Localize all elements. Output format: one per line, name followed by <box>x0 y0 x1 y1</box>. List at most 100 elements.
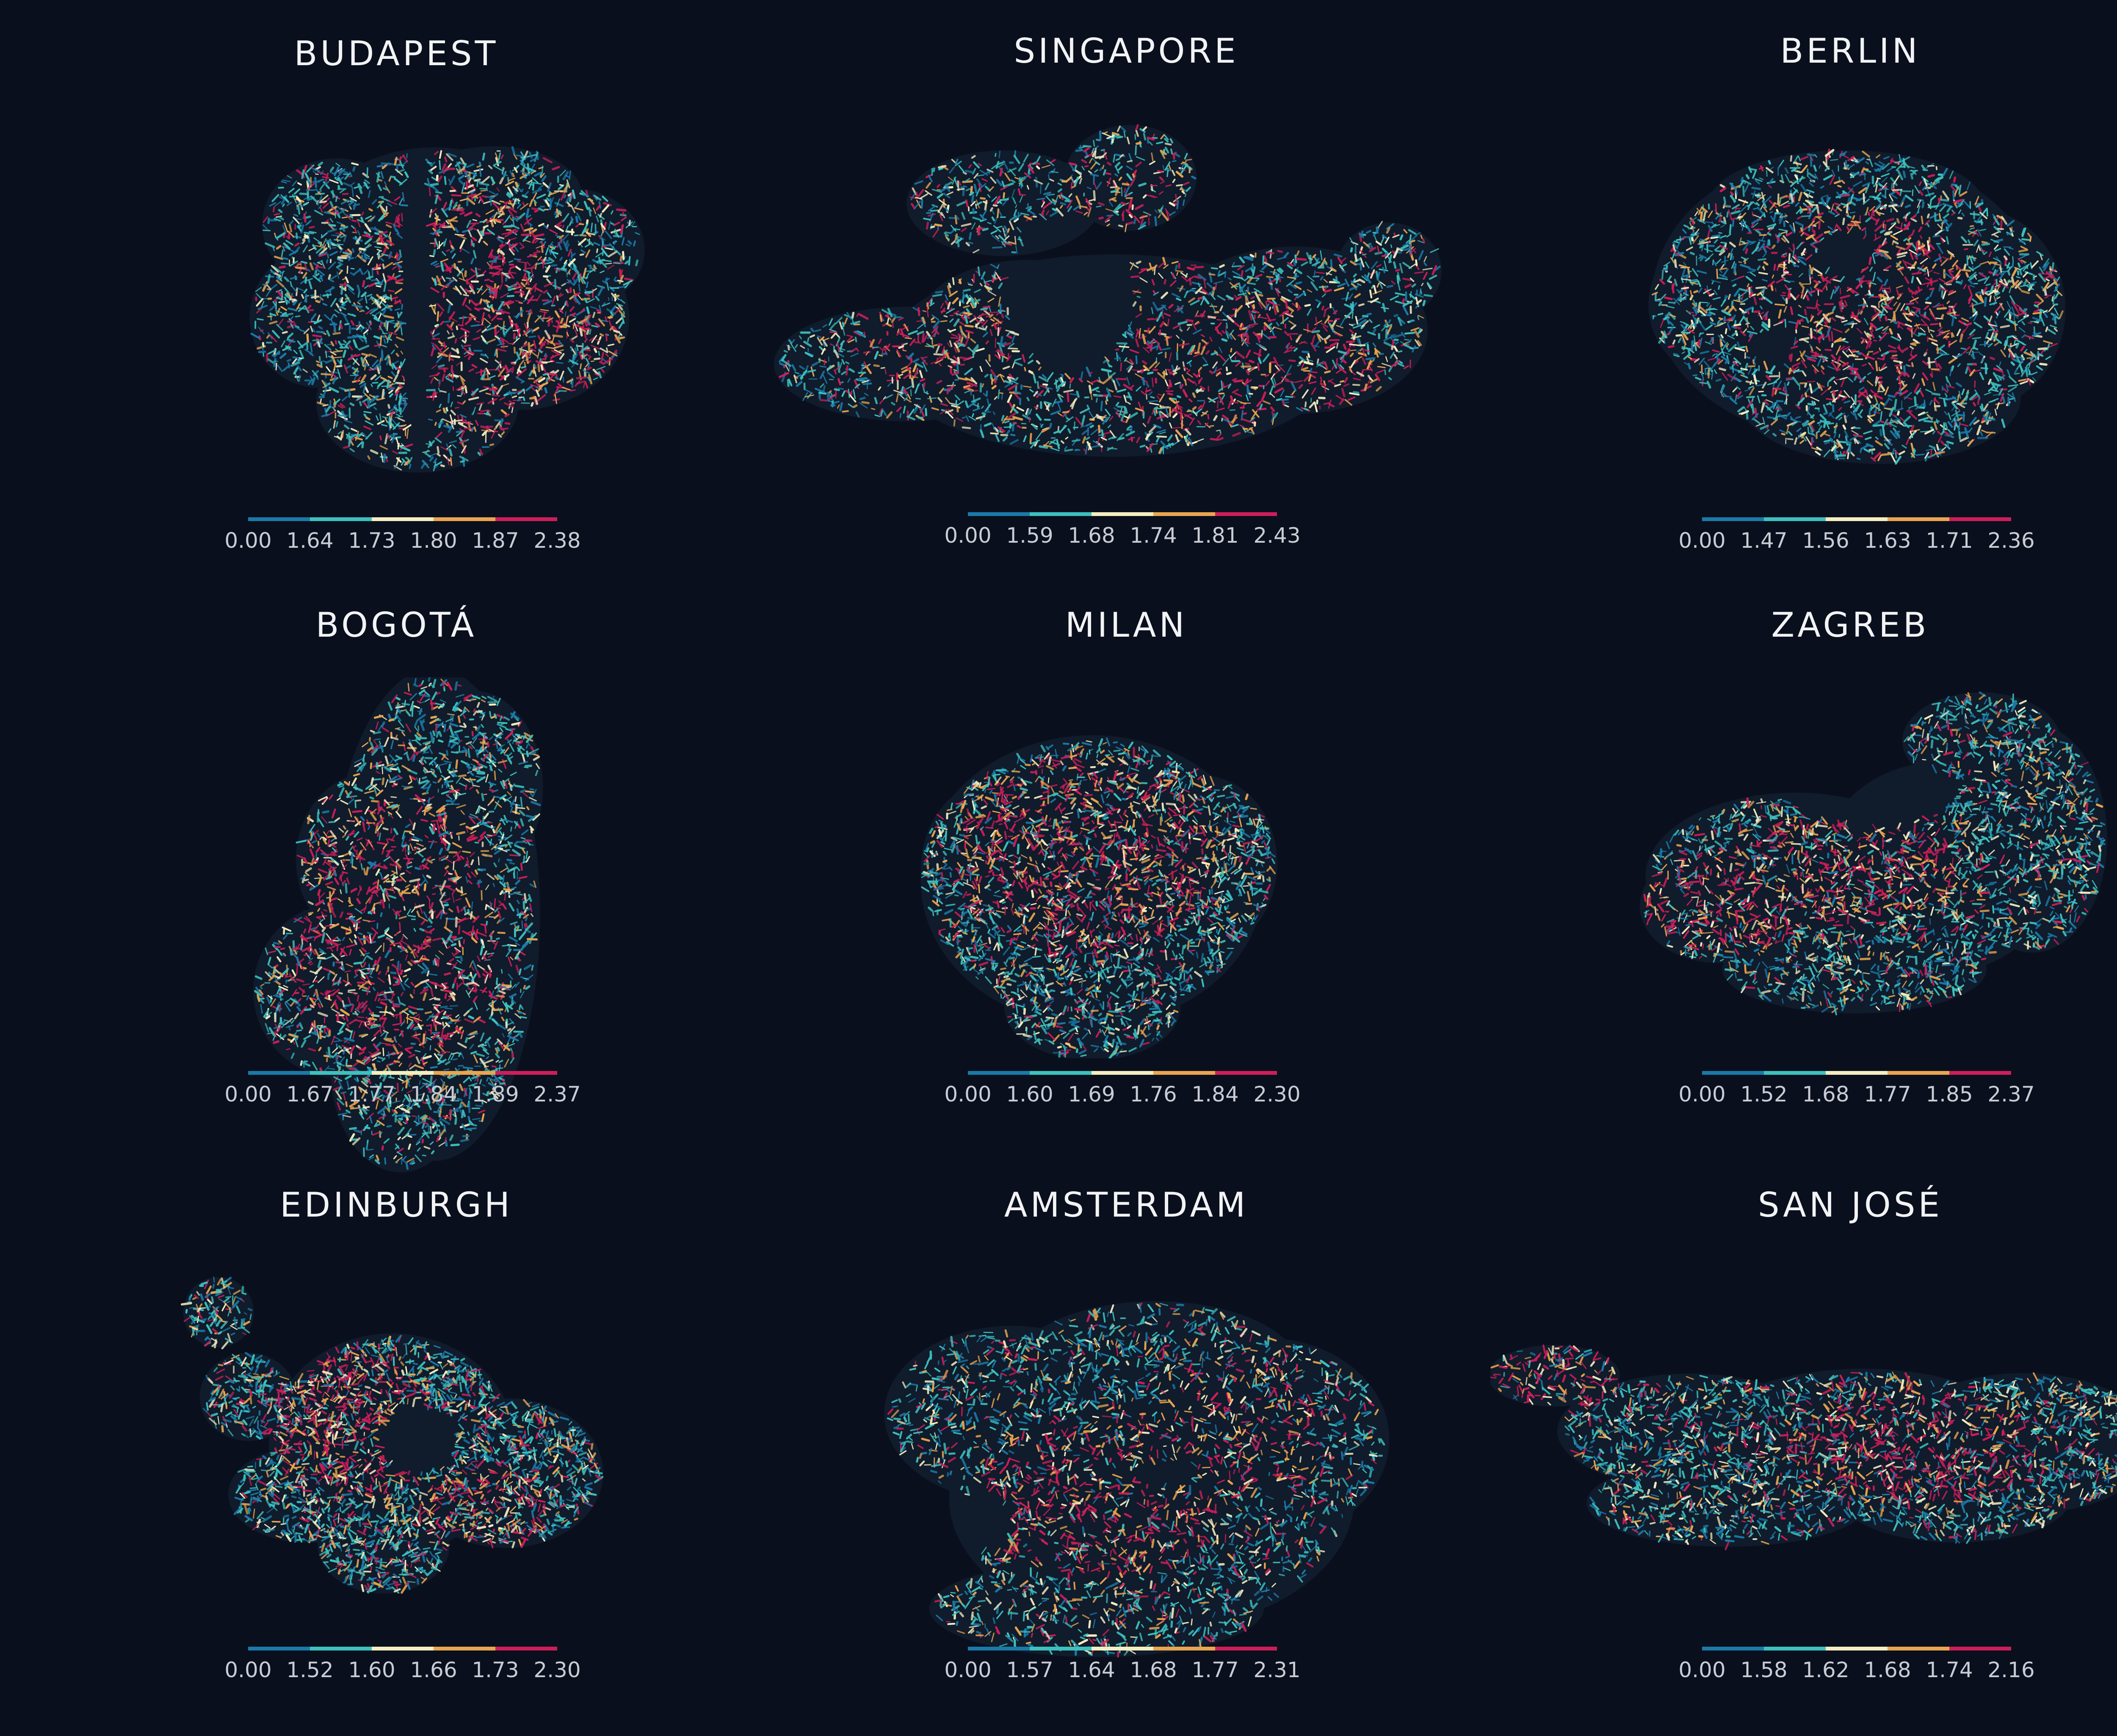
street-segment <box>539 358 542 363</box>
street-segment <box>497 152 501 163</box>
street-segment <box>266 288 271 291</box>
street-segment <box>949 290 958 297</box>
street-segment <box>525 287 532 290</box>
street-segment <box>550 370 555 374</box>
street-segment <box>1075 169 1082 176</box>
street-segment <box>529 278 532 282</box>
street-segment <box>1126 363 1133 370</box>
street-segment <box>256 298 264 307</box>
street-segment <box>456 168 461 175</box>
street-segment <box>392 450 398 454</box>
street-segment <box>1288 289 1293 293</box>
street-segment <box>1136 295 1141 298</box>
street-segment <box>476 165 481 168</box>
street-segment <box>1146 383 1150 388</box>
street-segment <box>1113 154 1116 163</box>
street-segment <box>1195 408 1202 414</box>
street-segment <box>305 293 307 303</box>
street-segment <box>359 383 366 388</box>
street-segment <box>966 308 970 313</box>
street-segment <box>1154 209 1158 213</box>
street-segment <box>1216 433 1222 439</box>
street-segment <box>1401 298 1405 304</box>
street-segment <box>395 353 399 357</box>
street-segment <box>1349 329 1354 334</box>
street-segment <box>998 389 1000 399</box>
street-segment <box>1081 415 1086 426</box>
street-segment <box>438 340 443 345</box>
street-segment <box>988 354 991 362</box>
street-segment <box>439 160 441 170</box>
street-segment <box>999 308 1002 312</box>
street-segment <box>934 223 942 227</box>
street-segment <box>384 262 393 268</box>
street-segment <box>442 347 449 353</box>
street-segment <box>464 349 471 355</box>
street-segment <box>548 241 553 248</box>
street-segment <box>814 329 821 332</box>
street-segment <box>337 405 343 409</box>
street-segment <box>1060 374 1064 376</box>
street-segment <box>614 334 621 344</box>
street-segment <box>1005 232 1008 238</box>
street-segment <box>498 236 505 240</box>
street-segment <box>967 334 969 339</box>
street-segment <box>1119 407 1123 417</box>
street-segment <box>404 459 410 466</box>
street-segment <box>1393 232 1396 237</box>
street-segment <box>531 352 538 357</box>
street-segment <box>1216 430 1220 432</box>
street-segment <box>541 259 544 264</box>
street-segment <box>1295 302 1298 308</box>
street-segment <box>283 242 290 250</box>
street-segment <box>450 457 453 466</box>
street-segment <box>982 332 988 337</box>
street-segment <box>1249 367 1252 371</box>
street-segment <box>1182 389 1188 398</box>
street-segment <box>1004 420 1010 424</box>
street-segment <box>462 228 473 233</box>
street-segment <box>445 153 454 161</box>
street-segment <box>1415 232 1421 236</box>
street-segment <box>312 339 320 341</box>
street-segment <box>1157 306 1166 311</box>
street-segment <box>1151 279 1155 286</box>
street-segment <box>614 229 619 238</box>
street-segment <box>394 300 401 304</box>
street-segment <box>388 387 395 391</box>
street-segment <box>949 358 958 364</box>
street-segment <box>965 188 971 191</box>
street-segment <box>395 168 403 176</box>
street-segment <box>585 381 589 389</box>
street-segment <box>579 327 583 337</box>
street-segment <box>471 236 477 242</box>
street-segment <box>332 332 341 335</box>
street-segment <box>367 399 370 409</box>
street-segment <box>272 330 280 339</box>
street-segment <box>562 262 567 268</box>
street-segment <box>293 257 295 263</box>
street-segment <box>1376 386 1382 392</box>
street-segment <box>386 379 390 389</box>
street-segment <box>1141 390 1146 395</box>
street-segment <box>1081 159 1087 164</box>
street-segment <box>330 314 334 320</box>
street-segment <box>506 193 511 199</box>
street-segment <box>449 321 454 329</box>
street-segment <box>307 305 312 310</box>
street-segment <box>379 357 382 363</box>
street-segment <box>1120 201 1126 205</box>
street-segment <box>447 330 450 334</box>
street-segment <box>1125 224 1127 232</box>
street-segment <box>605 333 608 342</box>
street-segment <box>336 206 343 212</box>
street-segment <box>1286 365 1292 375</box>
street-segment <box>433 458 437 464</box>
street-segment <box>1097 202 1105 206</box>
street-segment <box>1409 291 1412 298</box>
street-segment <box>376 340 381 349</box>
street-segment <box>931 407 939 411</box>
street-segment <box>441 284 448 290</box>
street-segment <box>579 345 589 353</box>
street-segment <box>325 172 329 182</box>
